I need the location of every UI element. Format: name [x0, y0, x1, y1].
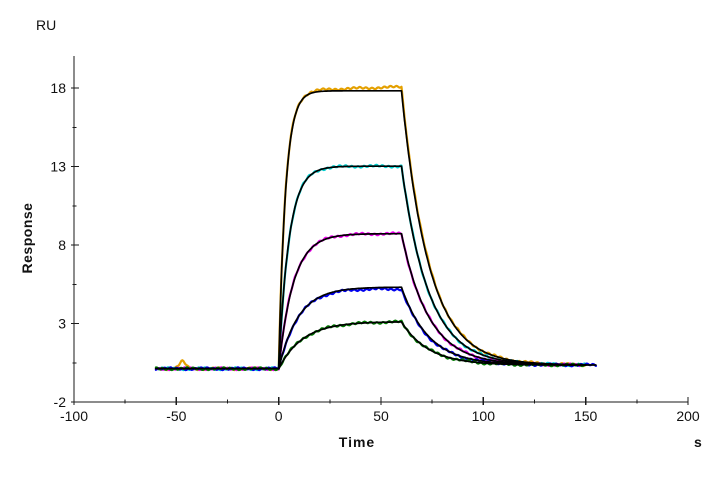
x-tick-label: -100 — [60, 408, 88, 424]
x-tick-label: 50 — [373, 408, 389, 424]
x-tick-label: 100 — [472, 408, 496, 424]
y-tick-label: -2 — [54, 394, 67, 410]
x-tick-label: 150 — [574, 408, 598, 424]
x-axis-title: Time — [338, 434, 376, 450]
y-tick-label: 18 — [50, 80, 66, 96]
fit-trace-2 — [155, 165, 587, 370]
fit-trace-1 — [155, 89, 587, 370]
y-tick-label: 3 — [58, 316, 66, 332]
y-tick-label: 8 — [58, 237, 66, 253]
fit-trace-4 — [155, 286, 597, 370]
y-tick-label: 13 — [50, 159, 66, 175]
data-trace-2 — [154, 163, 587, 372]
data-trace-4 — [154, 286, 597, 372]
y-axis-unit-label: RU — [36, 17, 57, 33]
x-tick-label: 200 — [676, 408, 700, 424]
fit-trace-5 — [155, 321, 587, 370]
data-trace-3 — [154, 231, 585, 372]
fit-trace-3 — [155, 232, 585, 370]
y-axis-title: Response — [19, 202, 35, 274]
x-tick-label: 0 — [275, 408, 283, 424]
data-trace-1 — [154, 84, 587, 372]
x-tick-label: -50 — [166, 408, 186, 424]
x-axis-unit-label: s — [694, 434, 702, 450]
